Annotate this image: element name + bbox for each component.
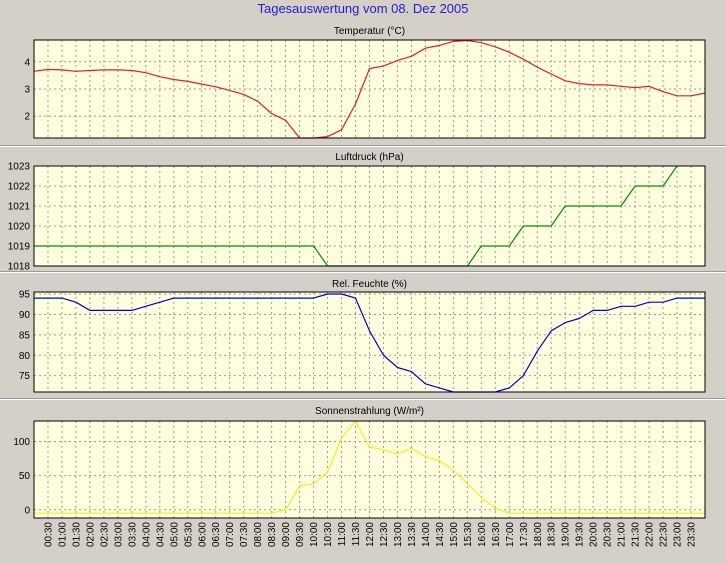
y-tick-label: 3 <box>24 85 30 96</box>
panel-separator <box>0 271 726 273</box>
chart-pressure: 1018 1019 1020 1021 1022 1023 Luftdruck (hPa) <box>8 152 706 273</box>
y-tick-label: 90 <box>19 310 31 321</box>
page-title: Tagesauswertung vom 08. Dez 2005 <box>257 1 469 16</box>
x-tick-label: 00:30 <box>44 522 55 547</box>
x-tick-label: 03:00 <box>113 522 124 547</box>
x-tick-label: 02:00 <box>85 522 96 547</box>
x-tick-label: 10:30 <box>323 522 334 547</box>
x-tick-label: 04:00 <box>141 522 152 547</box>
y-tick-label: 50 <box>19 471 31 482</box>
x-tick-label: 20:30 <box>603 522 614 547</box>
x-tick-label: 01:30 <box>71 522 82 547</box>
series-line-radiation <box>34 420 705 514</box>
x-tick-label: 18:30 <box>547 522 558 547</box>
x-tick-label: 09:30 <box>295 522 306 547</box>
plot-frame <box>33 291 706 393</box>
y-tick-label: 85 <box>19 330 31 341</box>
x-tick-label: 13:30 <box>407 522 418 547</box>
chart-radiation: 0 50 100 Sonnenstrahlung (W/m²) <box>13 406 706 519</box>
series-line-temperature <box>33 39 706 139</box>
chart-temperature: 2 3 4 Temperatur (°C) <box>24 26 706 139</box>
x-tick-label: 06:00 <box>197 522 208 547</box>
x-tick-label: 03:30 <box>127 522 138 547</box>
x-tick-label: 14:00 <box>421 522 432 547</box>
x-tick-label: 08:00 <box>253 522 264 547</box>
plot-area <box>34 421 705 518</box>
plot-frame <box>33 420 706 519</box>
y-tick-label: 95 <box>19 290 31 301</box>
x-tick-label: 04:30 <box>155 522 166 547</box>
y-tick-label: 2 <box>24 112 30 123</box>
x-tick-label: 22:30 <box>659 522 670 547</box>
x-tick-label: 13:00 <box>393 522 404 547</box>
x-tick-label: 07:30 <box>239 522 250 547</box>
x-tick-label: 18:00 <box>533 522 544 547</box>
y-tick-label: 1021 <box>8 202 31 213</box>
x-tick-label: 05:30 <box>183 522 194 547</box>
x-tick-label: 21:30 <box>631 522 642 547</box>
y-tick-label: 1020 <box>8 222 31 233</box>
y-tick-label: 1023 <box>8 162 31 173</box>
panel-separator <box>0 145 726 147</box>
chart-title: Sonnenstrahlung (W/m²) <box>315 406 424 417</box>
x-tick-label: 05:00 <box>169 522 180 547</box>
y-tick-label: 80 <box>19 351 31 362</box>
x-tick-label: 19:00 <box>561 522 572 547</box>
x-tick-label: 12:00 <box>365 522 376 547</box>
x-tick-label: 01:00 <box>58 522 69 547</box>
chart-title: Temperatur (°C) <box>334 26 405 37</box>
x-tick-label: 16:00 <box>477 522 488 547</box>
x-tick-label: 20:00 <box>589 522 600 547</box>
x-tick-label: 15:30 <box>463 522 474 547</box>
x-tick-label: 14:30 <box>435 522 446 547</box>
x-tick-label: 21:00 <box>617 522 628 547</box>
x-tick-label: 10:00 <box>309 522 320 547</box>
series-line-humidity <box>34 293 705 393</box>
x-tick-label: 09:00 <box>281 522 292 547</box>
x-tick-label: 11:30 <box>351 522 362 547</box>
plot-frame <box>33 39 706 139</box>
y-tick-label: 0 <box>24 505 30 516</box>
x-tick-label: 08:30 <box>267 522 278 547</box>
y-tick-label: 1018 <box>8 262 31 273</box>
x-tick-label: 23:30 <box>687 522 698 547</box>
x-tick-label: 16:30 <box>491 522 502 547</box>
chart-title: Luftdruck (hPa) <box>335 152 403 163</box>
x-tick-label: 17:00 <box>505 522 516 547</box>
x-tick-label: 17:30 <box>519 522 530 547</box>
x-tick-label: 22:00 <box>645 522 656 547</box>
chart-title: Rel. Feuchte (%) <box>332 279 407 290</box>
x-tick-label: 19:30 <box>575 522 586 547</box>
y-tick-label: 4 <box>24 57 30 68</box>
y-tick-label: 1019 <box>8 242 31 253</box>
x-tick-label: 11:00 <box>337 522 348 547</box>
x-tick-label: 06:30 <box>211 522 222 547</box>
x-tick-label: 15:00 <box>449 522 460 547</box>
x-tick-label: 12:30 <box>379 522 390 547</box>
y-tick-label: 1022 <box>8 182 31 193</box>
plot-frame <box>33 165 706 267</box>
panel-separator <box>0 398 726 400</box>
chart-humidity: 75 80 85 90 95 Rel. Feuchte (%) <box>19 279 706 393</box>
y-tick-label: 75 <box>19 371 31 382</box>
y-tick-label: 100 <box>13 437 30 448</box>
x-tick-label: 02:30 <box>99 522 110 547</box>
x-tick-label: 23:00 <box>673 522 684 547</box>
x-tick-label: 07:00 <box>225 522 236 547</box>
